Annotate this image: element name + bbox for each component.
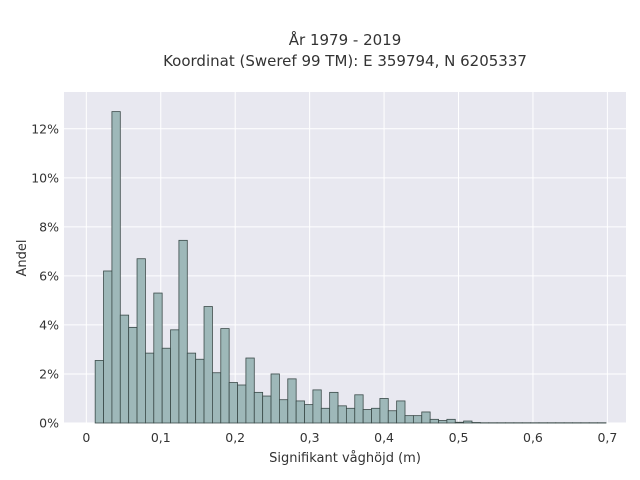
histogram-bar	[228, 382, 238, 424]
histogram-bar	[396, 400, 406, 424]
histogram-bar	[446, 418, 456, 424]
x-tick-label: 0,6	[523, 430, 543, 445]
histogram-bar	[220, 328, 230, 424]
histogram-bar	[279, 399, 289, 424]
y-tick-label: 8%	[39, 219, 59, 234]
histogram-bar	[203, 306, 213, 424]
y-tick-label: 2%	[39, 366, 59, 381]
histogram-bar	[379, 398, 389, 424]
histogram-bar	[454, 421, 465, 424]
x-axis-label: Signifikant våghöjd (m)	[269, 451, 421, 466]
histogram-bar	[262, 395, 272, 424]
histogram-bar	[337, 405, 347, 424]
histogram-bar	[103, 270, 113, 424]
histogram-bar	[345, 407, 356, 424]
y-tick-label: 10%	[31, 170, 59, 185]
x-tick-label: 0,3	[300, 430, 320, 445]
histogram-bar	[153, 292, 163, 424]
histogram-bar	[429, 418, 439, 424]
histogram-bar	[421, 411, 431, 424]
histogram-bar	[195, 358, 205, 424]
histogram-bar	[404, 415, 414, 424]
x-tick-label: 0,5	[449, 430, 469, 445]
histogram-bar	[304, 404, 314, 424]
histogram-bar	[287, 378, 297, 424]
chart-title: År 1979 - 2019	[289, 30, 402, 49]
histogram-bar	[128, 326, 138, 424]
histogram-bar	[161, 347, 171, 424]
histogram-bar	[387, 410, 398, 424]
histogram-bar	[94, 360, 104, 424]
x-tick-label: 0,1	[151, 430, 171, 445]
y-tick-label: 6%	[39, 268, 59, 283]
y-axis-label: Andel	[15, 240, 30, 277]
histogram-bar	[253, 391, 264, 424]
histogram-bar	[320, 407, 331, 424]
histogram-bar	[463, 420, 473, 424]
x-tick-label: 0,4	[374, 430, 394, 445]
y-tick-label: 0%	[39, 416, 59, 431]
histogram-bar	[270, 373, 280, 424]
y-tick-label: 12%	[31, 121, 59, 136]
histogram-bar	[329, 391, 339, 424]
histogram-bar	[237, 384, 247, 424]
histogram-bar	[111, 111, 121, 424]
histogram-bar	[178, 239, 188, 424]
x-tick-label: 0	[82, 430, 90, 445]
histogram-bar	[371, 407, 381, 424]
y-tick-label: 4%	[39, 317, 59, 332]
histogram-bar	[212, 372, 222, 424]
histogram-bar	[170, 329, 180, 424]
histogram-bar	[145, 352, 155, 424]
histogram-bar	[136, 258, 146, 424]
histogram-bar	[295, 400, 305, 424]
histogram-bar	[362, 409, 372, 424]
chart-subtitle: Koordinat (Sweref 99 TM): E 359794, N 62…	[163, 52, 527, 70]
axis-ticks: 0 0,1 0,2 0,3 0,4 0,5 0,6 0,7 0% 2% 4% 6% 8% 10% 12%	[31, 121, 617, 445]
histogram-bars	[94, 111, 607, 424]
x-tick-label: 0,7	[597, 430, 617, 445]
histogram-bar	[354, 394, 364, 424]
x-tick-label: 0,2	[225, 430, 245, 445]
histogram-bar	[438, 420, 448, 424]
histogram-bar	[186, 352, 197, 424]
histogram-bar	[119, 314, 130, 424]
histogram-bar	[312, 389, 322, 424]
histogram-bar	[412, 415, 423, 424]
histogram-bar	[245, 357, 255, 424]
